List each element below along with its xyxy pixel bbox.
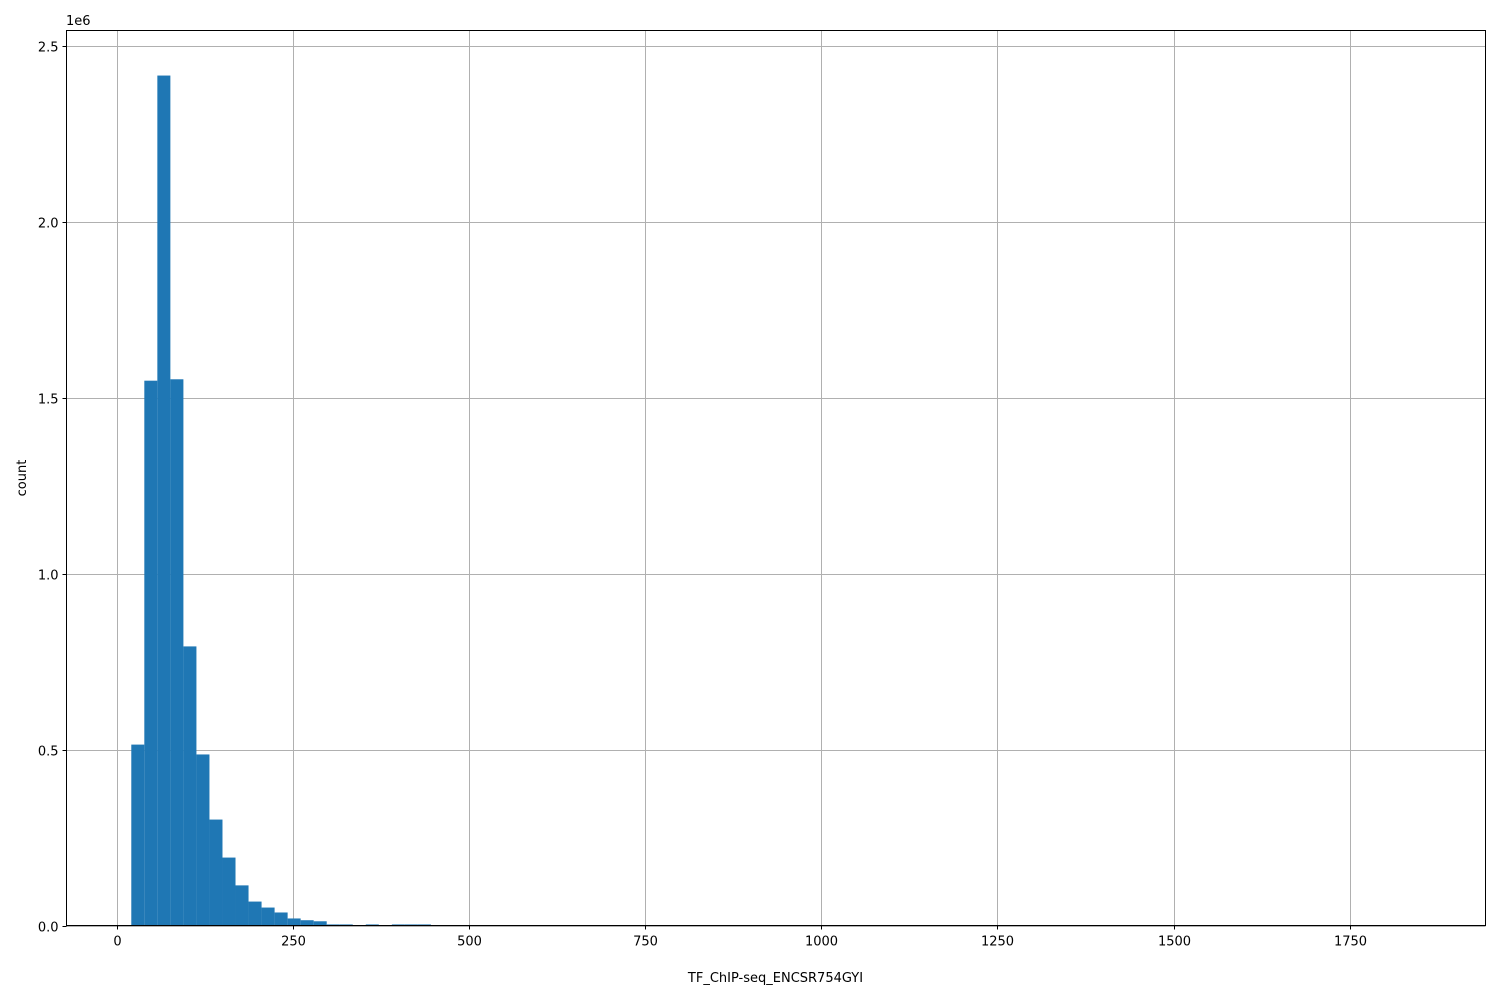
histogram-bar	[287, 918, 301, 925]
histogram-bar	[183, 646, 197, 925]
histogram-bar	[170, 379, 184, 925]
x-tick-label: 750	[633, 935, 658, 950]
x-axis-label: TF_ChIP-seq_ENCSR754GYI	[687, 971, 863, 986]
x-tick-label: 250	[281, 935, 306, 950]
histogram-bar	[209, 819, 223, 925]
x-tick-label: 1750	[1334, 935, 1367, 950]
histogram-bar	[144, 380, 158, 926]
histogram-bar	[222, 857, 236, 925]
histogram-bar	[417, 924, 431, 926]
grid	[66, 30, 1486, 927]
histogram-bar	[248, 901, 262, 925]
y-tick-label: 2.0	[38, 217, 59, 232]
histogram-bar	[131, 744, 145, 925]
histogram-bar	[196, 754, 210, 925]
y-tick-label: 1.0	[38, 569, 59, 584]
histogram-bar	[391, 924, 405, 926]
y-tick-label: 2.5	[38, 41, 59, 56]
x-tick-label: 1500	[1158, 935, 1191, 950]
y-axis: 0.0 0.5 1.0 1.5 2.0 2.5	[38, 41, 67, 936]
x-tick-label: 0	[113, 935, 121, 950]
x-axis: 0 250 500 750 1000 1250 1500 1750	[113, 925, 1367, 950]
x-tick-label: 1250	[981, 935, 1014, 950]
bars	[131, 75, 431, 926]
histogram-bar	[300, 920, 314, 925]
x-tick-label: 500	[457, 935, 482, 950]
histogram-bar	[365, 924, 379, 926]
histogram-bar	[313, 921, 327, 925]
y-tick-label: 1.5	[38, 393, 59, 408]
y-axis-label: count	[15, 460, 30, 497]
histogram-bar	[157, 75, 171, 926]
histogram-bar	[274, 912, 288, 925]
y-tick-label: 0.0	[38, 921, 59, 936]
y-offset-label: 1e6	[66, 14, 91, 29]
histogram-bar	[326, 924, 340, 926]
histogram-bar	[235, 885, 249, 925]
y-tick-label: 0.5	[38, 745, 59, 760]
histogram-bar	[404, 924, 418, 926]
histogram-bar	[261, 907, 275, 925]
axes-frame	[66, 30, 1486, 926]
x-tick-label: 1000	[805, 935, 838, 950]
histogram-bar	[339, 924, 353, 926]
